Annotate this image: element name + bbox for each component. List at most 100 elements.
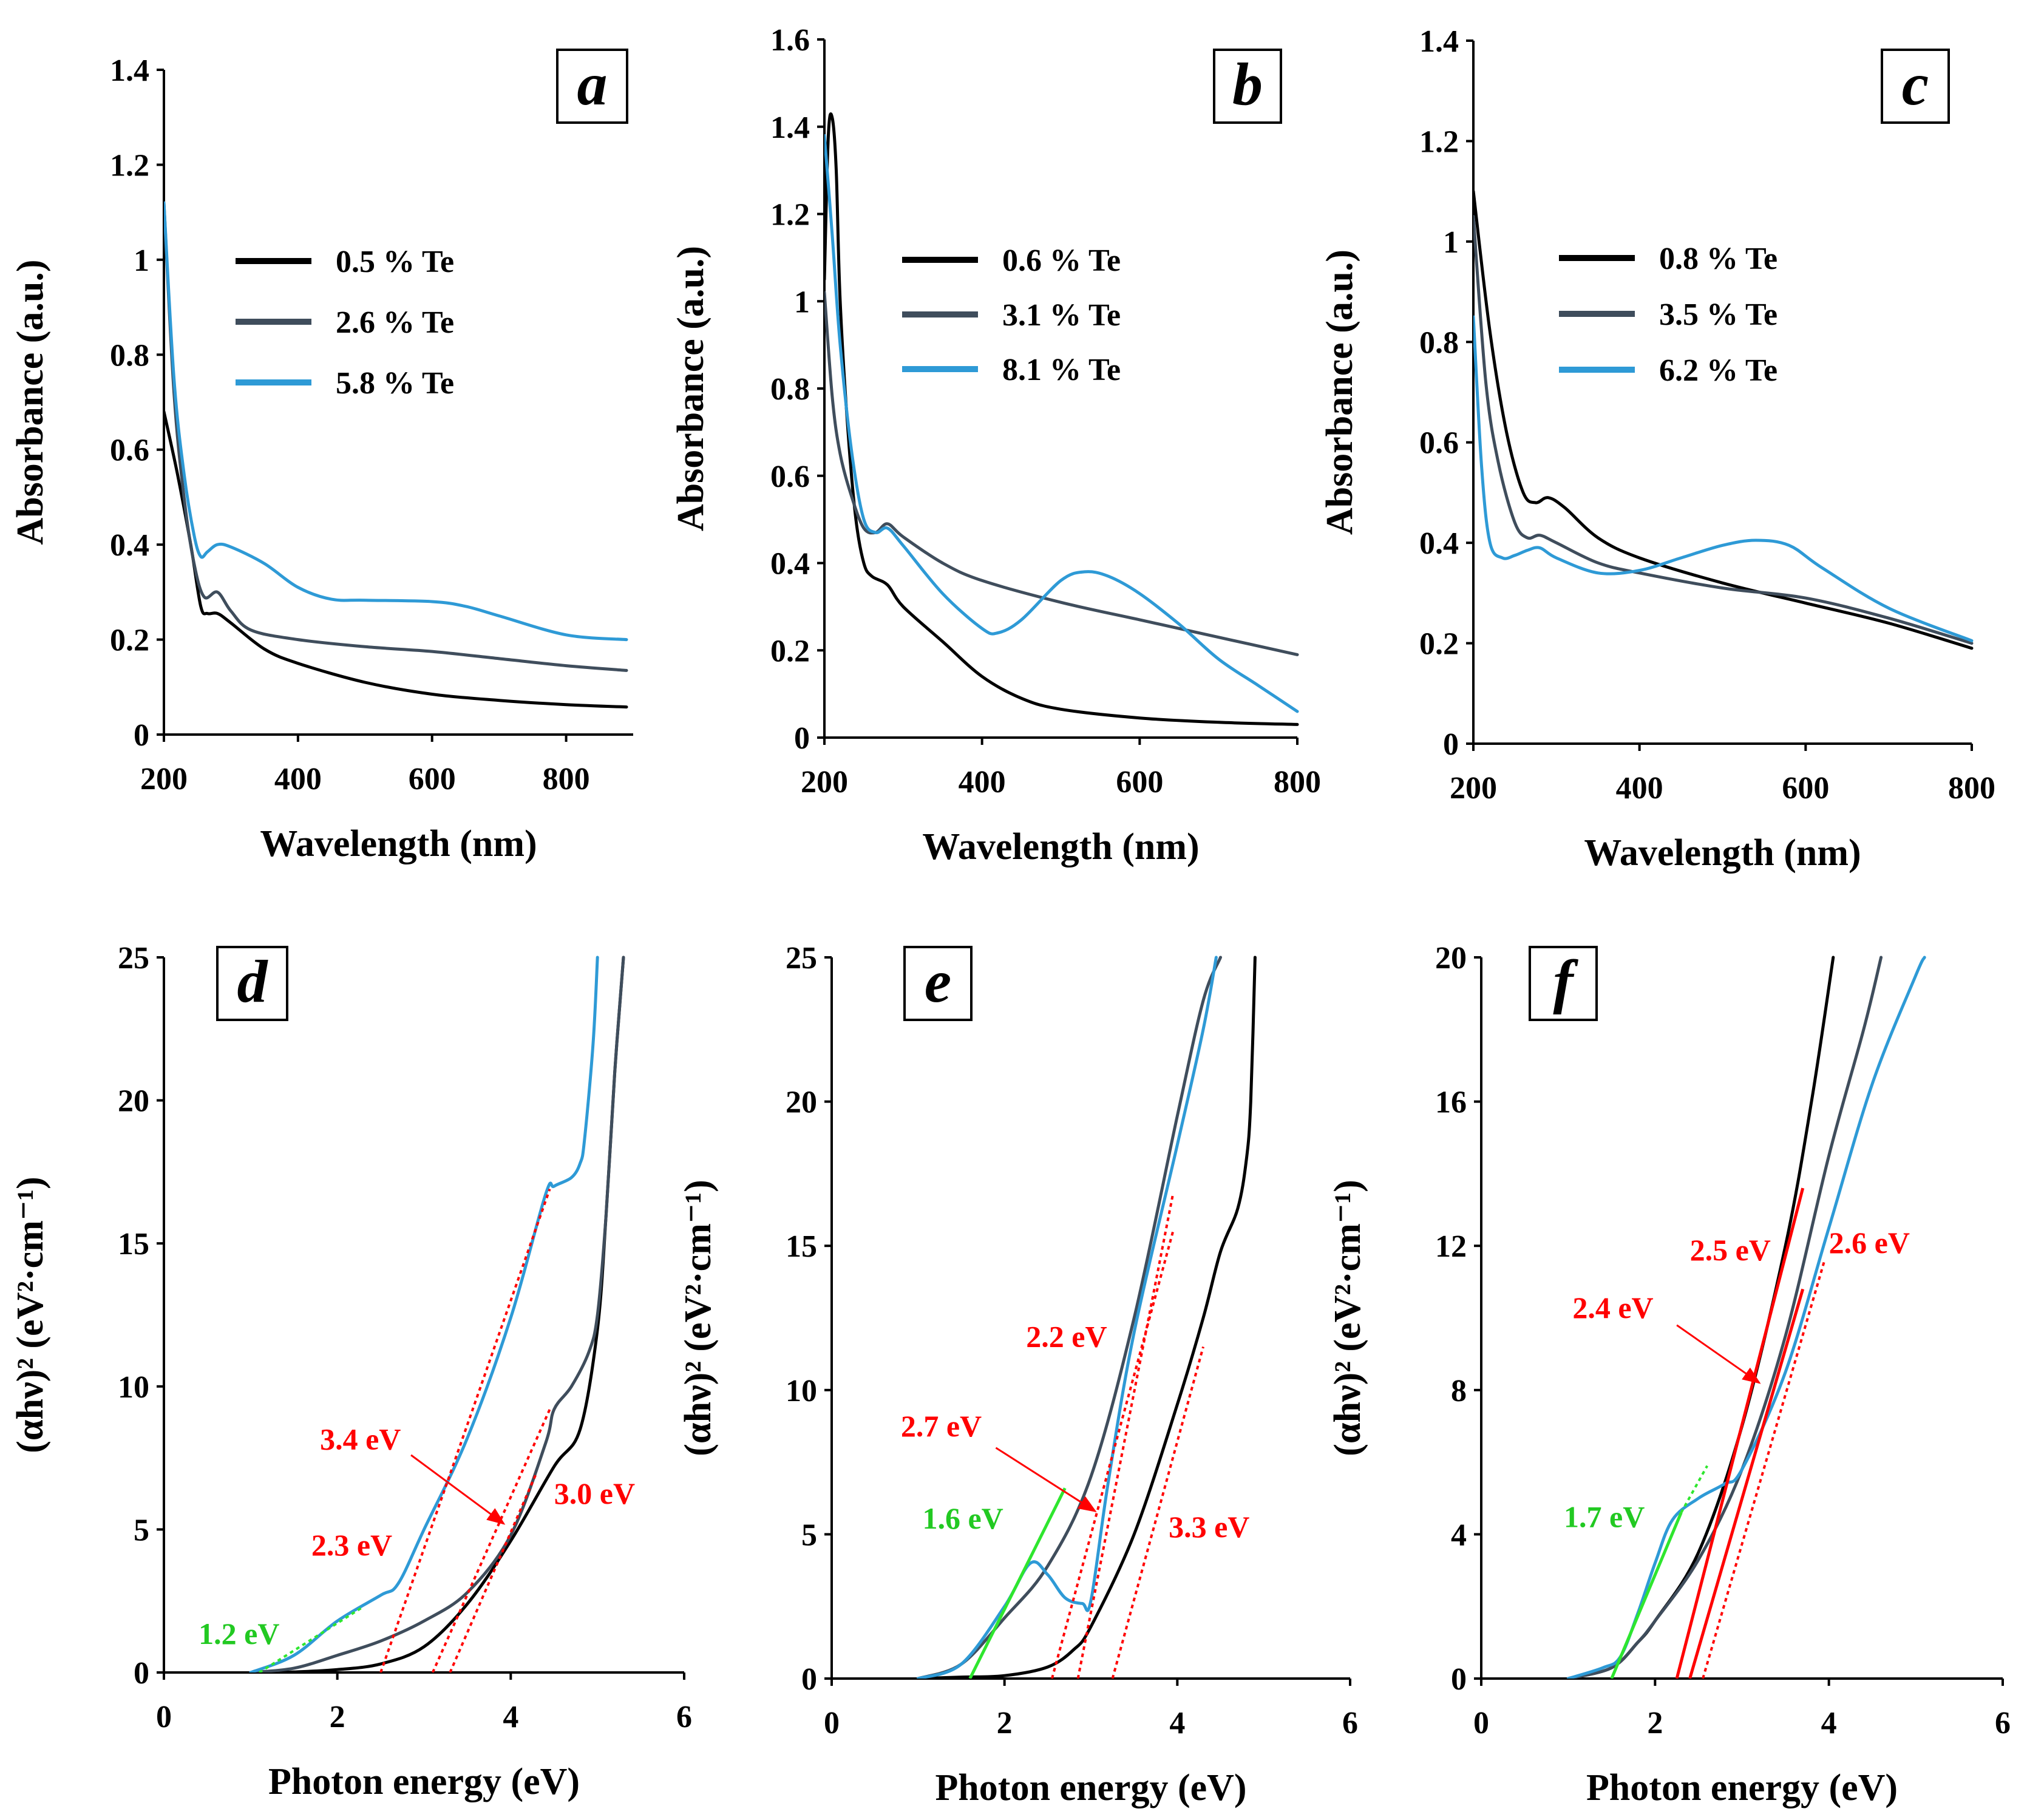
x-tick-label: 6: [1342, 1706, 1358, 1740]
x-tick-label: 400: [1616, 771, 1663, 806]
panel-letter-box: [903, 946, 973, 1021]
y-tick-label: 25: [786, 941, 817, 976]
y-tick-label: 1.4: [110, 53, 149, 88]
series-line-5-8-te: [164, 201, 628, 642]
band-gap-label: 2.5 eV: [1690, 1233, 1771, 1267]
panel-letter: d: [237, 948, 269, 1015]
legend-label: 3.5 % Te: [1659, 297, 1777, 332]
panel-letter-box: [1213, 49, 1282, 124]
band-gap-label: 2.6 eV: [1829, 1226, 1910, 1260]
x-tick-label: 400: [274, 762, 322, 796]
legend-label: 6.2 % Te: [1659, 353, 1777, 388]
x-tick-label: 600: [1782, 771, 1829, 806]
y-tick-label: 1.2: [770, 198, 810, 233]
x-tick-label: 4: [1169, 1706, 1185, 1740]
y-tick-label: 25: [118, 941, 149, 976]
band-gap-label: 1.6 eV: [922, 1501, 1003, 1535]
y-tick-label: 0: [1443, 727, 1459, 762]
y-tick-label: 0.2: [1419, 627, 1459, 662]
y-tick-label: 1.4: [770, 110, 810, 145]
series-line-0-8-te: [1473, 189, 1974, 650]
panel-letter-box: [1529, 946, 1598, 1021]
y-tick-label: 5: [801, 1518, 817, 1552]
plot-area: [164, 201, 628, 709]
legend-label: 0.6 % Te: [1002, 243, 1121, 278]
y-tick-label: 0: [1451, 1662, 1467, 1697]
x-tick-label: 800: [543, 762, 590, 796]
series-line-2-6-te: [164, 201, 628, 672]
x-tick-label: 200: [801, 765, 848, 800]
y-tick-label: 1.4: [1419, 24, 1459, 59]
y-tick-label: 0.6: [110, 433, 149, 468]
x-axis-title: Wavelength (nm): [1584, 832, 1861, 874]
y-tick-label: 0.4: [110, 528, 149, 563]
annotation-arrow: [995, 1447, 1097, 1512]
tangent-line: [449, 1472, 538, 1672]
series-line-0-5-te: [164, 410, 628, 709]
y-tick-label: 1: [794, 285, 810, 319]
series-line-8-1-te: [916, 956, 1218, 1679]
y-tick-label: 0.6: [770, 460, 810, 494]
x-tick-label: 0: [1473, 1706, 1489, 1740]
series-line-3-1-te: [916, 956, 1222, 1679]
series-line-0-6-te: [916, 956, 1257, 1679]
band-gap-label: 2.2 eV: [1026, 1320, 1107, 1354]
x-tick-label: 4: [503, 1700, 518, 1734]
plot-area: [249, 956, 625, 1672]
y-axis-title: (αhν)² (eV²·cm⁻¹): [677, 1180, 719, 1456]
y-tick-label: 1: [134, 243, 149, 278]
y-axis-title: Absorbance (a.u.): [1319, 250, 1360, 535]
y-tick-label: 10: [118, 1370, 149, 1405]
y-tick-label: 1: [1443, 225, 1459, 260]
legend-label: 0.5 % Te: [336, 245, 454, 279]
y-tick-label: 0.2: [110, 623, 149, 658]
y-axis-title: Absorbance (a.u.): [670, 246, 711, 531]
x-tick-label: 2: [1647, 1706, 1663, 1740]
legend-label: 5.8 % Te: [336, 366, 454, 401]
legend-label: 0.8 % Te: [1659, 242, 1777, 276]
plot-area: [1566, 956, 1926, 1679]
y-tick-label: 16: [1435, 1085, 1467, 1120]
panel-letter: b: [1232, 50, 1263, 118]
band-gap-label: 3.0 eV: [554, 1476, 635, 1510]
tangent-line: [1675, 1187, 1805, 1679]
x-tick-label: 600: [409, 762, 456, 796]
y-tick-label: 1.2: [110, 148, 149, 183]
panel-c: 0 0.2 0.4 0.6 0.8 1 1.2 1.4 200 400 600 800 Waveleng…: [1319, 24, 1995, 874]
series-line-6-2-te: [1473, 315, 1974, 642]
y-tick-label: 1.6: [770, 23, 810, 58]
x-tick-label: 0: [156, 1700, 172, 1734]
tangent-line: [431, 1408, 551, 1672]
x-tick-label: 2: [330, 1700, 345, 1734]
y-tick-label: 10: [786, 1374, 817, 1408]
panel-letter-box: [216, 946, 288, 1021]
y-tick-label: 0.2: [770, 634, 810, 668]
y-axis-title: Absorbance (a.u.): [10, 259, 51, 545]
y-tick-label: 1.2: [1419, 124, 1459, 159]
y-tick-label: 20: [786, 1085, 817, 1120]
band-gap-label: 2.4 eV: [1572, 1291, 1653, 1325]
y-tick-label: 15: [786, 1229, 817, 1264]
tangent-line: [379, 1189, 551, 1672]
y-tick-label: 8: [1451, 1374, 1467, 1408]
y-tick-label: 0.4: [770, 547, 810, 582]
plot-area: [916, 956, 1257, 1679]
band-gap-label: 1.2 eV: [199, 1617, 279, 1651]
tangent-line: [1076, 1194, 1175, 1679]
annotation-arrow: [1676, 1324, 1761, 1384]
band-gap-label: 1.7 eV: [1564, 1500, 1645, 1534]
band-gap-label: 2.3 eV: [311, 1528, 392, 1562]
y-tick-label: 12: [1435, 1229, 1467, 1264]
tangent-line: [1680, 1465, 1708, 1513]
legend-label: 2.6 % Te: [336, 305, 454, 340]
tangent-line: [1111, 1346, 1204, 1679]
y-tick-label: 20: [1435, 941, 1467, 976]
panel-f: 0 4 8 12 16 20 0 2 4 6 Photon energy (eV) (αhν)² (e…: [1327, 941, 2011, 1808]
panel-letter: e: [925, 948, 951, 1015]
band-gap-label: 3.3 eV: [1169, 1510, 1249, 1544]
x-tick-label: 800: [1948, 771, 1995, 806]
y-tick-label: 15: [118, 1227, 149, 1261]
y-tick-label: 0: [134, 1656, 149, 1691]
y-tick-label: 0.8: [770, 372, 810, 407]
x-tick-label: 4: [1821, 1706, 1837, 1740]
